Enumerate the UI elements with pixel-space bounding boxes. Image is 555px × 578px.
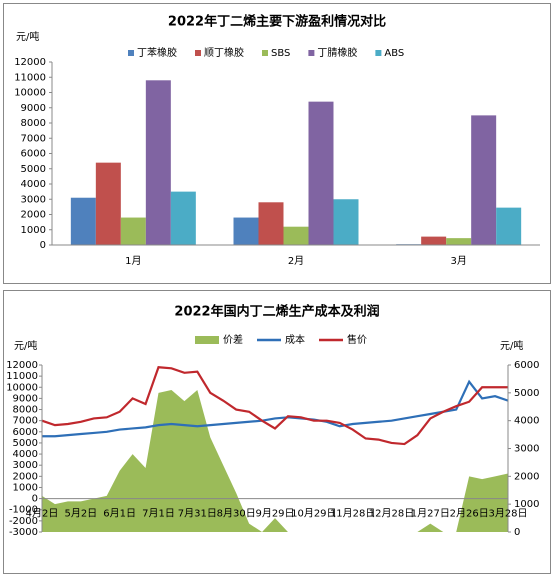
y2-tick-label: 3000 (514, 444, 539, 455)
y-tick-label: 2000 (21, 210, 46, 221)
y2-tick-label: 5000 (514, 388, 539, 399)
y-tick-label: 6000 (13, 427, 38, 438)
x-tick-label: 1月27日 (411, 508, 450, 520)
y-tick-label: 12000 (6, 360, 38, 371)
y-tick-label: -1000 (9, 505, 38, 516)
legend-label: SBS (271, 48, 290, 59)
x-tick-label: 3月28日 (488, 508, 527, 520)
y2-tick-label: 1000 (514, 499, 539, 510)
bar (471, 115, 497, 245)
y-axis-label: 元/吨 (14, 339, 37, 352)
y-tick-label: 8000 (21, 118, 46, 129)
y-tick-label: 1000 (21, 225, 46, 236)
bar (258, 202, 284, 245)
legend-label: 售价 (347, 333, 367, 346)
legend-label: 丁腈橡胶 (317, 46, 357, 59)
bar (120, 217, 146, 245)
legend-label: 价差 (223, 333, 243, 346)
x-tick-label: 2月 (288, 255, 304, 267)
line (41, 366, 508, 446)
y2-tick-label: 6000 (514, 360, 539, 371)
legend-swatch (375, 50, 382, 56)
x-tick-label: 11月28日 (330, 508, 375, 520)
y-tick-label: 11000 (14, 72, 46, 83)
y-tick-label: 5000 (13, 438, 38, 449)
y2-axis-label: 元/吨 (500, 339, 523, 352)
bar (446, 238, 472, 245)
y-tick-label: 8000 (13, 405, 38, 416)
y-tick-label: 3000 (13, 460, 38, 471)
legend-swatch (308, 50, 315, 56)
y2-tick-label: 0 (514, 527, 520, 538)
x-tick-label: 5月2日 (64, 508, 97, 520)
bar (95, 162, 121, 245)
x-tick-label: 6月1日 (103, 508, 136, 520)
chart-title: 2022年国内丁二烯生产成本及利润 (174, 304, 379, 320)
bar (145, 80, 171, 245)
bar (283, 226, 309, 245)
y2-tick-label: 2000 (514, 471, 539, 482)
y-tick-label: -2000 (9, 516, 38, 527)
y2-tick-label: 4000 (514, 416, 539, 427)
y-tick-label: 9000 (21, 103, 46, 114)
x-tick-label: 8月30日 (217, 508, 256, 520)
chart-title: 2022年丁二烯主要下游盈利情况对比 (168, 14, 386, 30)
y-tick-label: 9000 (13, 393, 38, 404)
legend-label: 丁苯橡胶 (137, 46, 177, 59)
legend-label: 成本 (285, 333, 305, 346)
y-tick-label: 11000 (6, 371, 38, 382)
y-tick-label: 12000 (14, 57, 46, 68)
legend-swatch (195, 50, 201, 56)
y-tick-label: 10000 (6, 382, 38, 393)
bar (496, 207, 522, 245)
x-tick-label: 7月1日 (142, 508, 175, 520)
y-tick-label: 7000 (13, 416, 38, 427)
x-tick-label: 12月28日 (369, 508, 414, 520)
y-tick-label: 2000 (13, 471, 38, 482)
y-tick-label: 0 (32, 494, 38, 505)
bar (170, 191, 196, 245)
y-tick-label: 10000 (14, 88, 46, 99)
y-tick-label: 6000 (21, 149, 46, 160)
bar (233, 217, 259, 245)
x-tick-label: 7月31日 (178, 508, 217, 520)
y-tick-label: 3000 (21, 194, 46, 205)
y-tick-label: 4000 (21, 179, 46, 190)
bar (421, 236, 447, 245)
x-tick-label: 4月2日 (26, 508, 59, 520)
x-tick-label: 2月26日 (450, 508, 489, 520)
y-axis-label: 元/吨 (16, 30, 39, 43)
legend-swatch (262, 50, 268, 56)
y-tick-label: 0 (40, 240, 46, 251)
y-tick-label: -3000 (9, 527, 38, 538)
x-tick-label: 9月29日 (255, 508, 294, 520)
y-tick-label: 5000 (21, 164, 46, 175)
y-tick-label: 4000 (13, 449, 38, 460)
bar (333, 199, 359, 245)
x-tick-label: 10月29日 (291, 508, 336, 520)
legend-swatch (195, 336, 219, 344)
y-tick-label: 7000 (21, 133, 46, 144)
x-tick-label: 3月 (450, 255, 466, 267)
legend-swatch (128, 50, 134, 56)
bar (70, 197, 96, 245)
legend-label: ABS (384, 48, 404, 59)
y-tick-label: 1000 (13, 482, 38, 493)
bar (308, 101, 334, 246)
line (42, 379, 509, 438)
legend-label: 顺丁橡胶 (204, 46, 244, 59)
x-tick-label: 1月 (125, 255, 141, 267)
